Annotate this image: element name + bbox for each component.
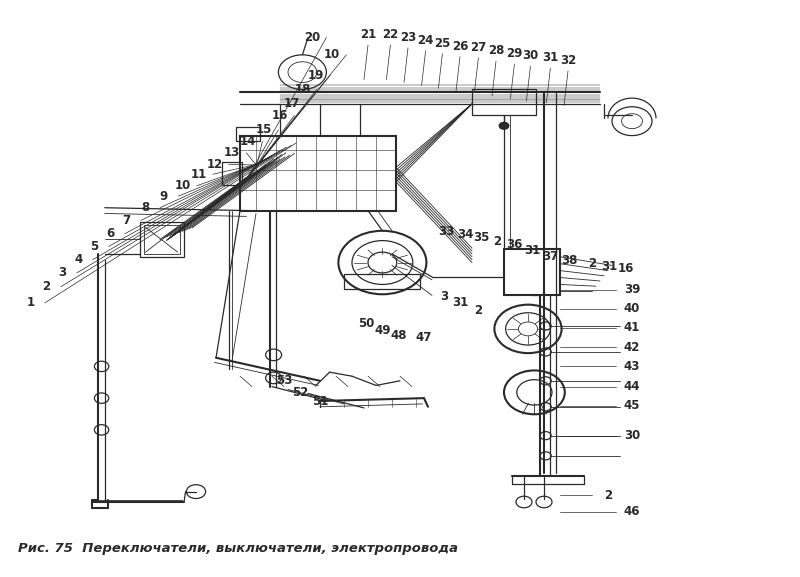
Text: 36: 36: [506, 238, 522, 251]
Text: 35: 35: [474, 231, 490, 244]
Text: 31: 31: [524, 244, 540, 257]
Text: 7: 7: [122, 214, 130, 227]
Text: 2: 2: [474, 304, 482, 317]
Bar: [140, 222, 184, 257]
Text: 52: 52: [292, 386, 308, 399]
Text: 40: 40: [624, 302, 640, 315]
Text: 31: 31: [542, 51, 558, 64]
Circle shape: [499, 122, 509, 129]
Text: 26: 26: [452, 40, 468, 53]
Text: 53: 53: [276, 374, 292, 387]
Text: 18: 18: [294, 83, 310, 96]
Text: 1: 1: [26, 297, 34, 309]
Text: 42: 42: [624, 341, 640, 354]
Text: 38: 38: [562, 254, 578, 267]
Text: 6: 6: [106, 227, 114, 240]
Text: 23: 23: [400, 31, 416, 44]
Text: 28: 28: [488, 44, 504, 57]
Text: 48: 48: [390, 329, 406, 342]
Text: 5: 5: [90, 240, 98, 253]
Text: 8: 8: [142, 201, 150, 214]
Text: 51: 51: [312, 395, 328, 407]
Text: 33: 33: [438, 226, 454, 238]
Text: 21: 21: [360, 28, 376, 41]
Text: 50: 50: [358, 317, 374, 329]
Text: 17: 17: [284, 98, 300, 110]
Text: 24: 24: [418, 34, 434, 47]
Text: 2: 2: [494, 235, 502, 248]
Text: 32: 32: [560, 54, 576, 67]
Text: 14: 14: [240, 135, 256, 148]
Bar: [222, 162, 242, 185]
Bar: [236, 127, 260, 141]
Text: 16: 16: [272, 109, 288, 122]
Text: 46: 46: [624, 505, 640, 518]
Text: 12: 12: [206, 158, 222, 171]
Text: 2: 2: [604, 489, 612, 501]
Text: 47: 47: [416, 331, 432, 344]
Text: 9: 9: [160, 190, 168, 203]
Text: 2: 2: [42, 280, 50, 293]
Text: 41: 41: [624, 321, 640, 334]
Text: Рис. 75  Переключатели, выключатели, электропровода: Рис. 75 Переключатели, выключатели, элек…: [18, 542, 458, 555]
Text: 34: 34: [458, 228, 474, 241]
Text: 15: 15: [256, 123, 272, 136]
Bar: [504, 249, 560, 295]
Text: 10: 10: [174, 179, 190, 192]
Text: 11: 11: [190, 168, 206, 181]
Text: 31: 31: [602, 260, 618, 273]
Text: 30: 30: [522, 50, 538, 62]
Text: 25: 25: [434, 37, 450, 50]
Text: 19: 19: [308, 69, 324, 81]
Text: 22: 22: [382, 28, 398, 41]
Bar: [472, 89, 536, 115]
Bar: [240, 136, 396, 211]
Text: 4: 4: [74, 253, 82, 266]
Text: 30: 30: [624, 429, 640, 442]
Text: 16: 16: [618, 262, 634, 275]
Text: 43: 43: [624, 360, 640, 373]
Bar: [144, 225, 180, 254]
Text: 3: 3: [58, 267, 66, 279]
Text: 49: 49: [374, 324, 390, 336]
Text: 44: 44: [624, 380, 640, 393]
Text: 10: 10: [324, 48, 340, 61]
Text: 37: 37: [542, 250, 558, 263]
Text: 3: 3: [440, 290, 448, 302]
Text: 45: 45: [624, 399, 640, 412]
Text: 27: 27: [470, 41, 486, 54]
Text: 31: 31: [452, 297, 468, 309]
Text: 20: 20: [304, 31, 320, 44]
Text: 2: 2: [588, 257, 596, 270]
Text: 13: 13: [224, 147, 240, 159]
Text: 29: 29: [506, 47, 522, 60]
Text: 39: 39: [624, 283, 640, 296]
Bar: [344, 274, 420, 288]
